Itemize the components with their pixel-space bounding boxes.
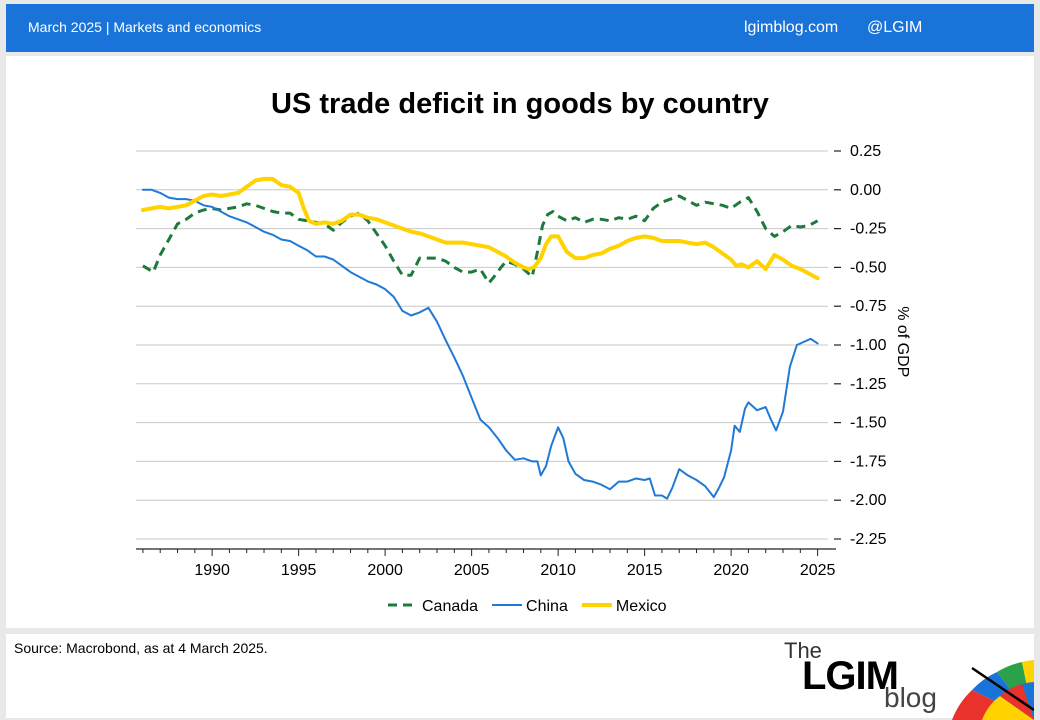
y-tick-label: -0.50 [850,259,887,276]
logo-blog-text: blog [884,682,937,713]
chart-panel: US trade deficit in goods by country 0.2… [6,56,1034,628]
series-line-china [141,188,819,500]
x-tick-label: 2000 [367,562,403,579]
y-tick-label: -0.25 [850,221,887,238]
y-tick-label: 0.00 [850,182,881,199]
y-tick-label: -2.25 [850,531,887,548]
logo-lgim-text: LGIM [802,654,899,698]
x-tick-label: 2025 [800,562,836,579]
header-date-section: March 2025 | Markets and economics [28,19,262,35]
series-line-mexico [140,176,820,281]
y-tick-label: -1.50 [850,415,887,432]
x-tick-label: 2020 [713,562,749,579]
x-tick-label: 2005 [454,562,490,579]
y-tick-label: -1.00 [850,337,887,354]
series-line-canada [142,194,819,285]
chart-title: US trade deficit in goods by country [271,88,769,120]
y-tick-label: 0.25 [850,143,881,160]
header-bar: March 2025 | Markets and economics lgimb… [6,4,1034,52]
y-tick-label: -0.75 [850,298,887,315]
logo-the-text: The [784,638,822,663]
lgim-blog-logo: The LGIM blog [776,636,1034,720]
line-chart: 0.25 0.00 -0.25 -0.50 -0.75 -1.00 -1.25 -1.50 -1… [136,143,911,615]
footer: Source: Macrobond, as at 4 March 2025. T… [6,634,1034,720]
x-tick-label: 2010 [540,562,576,579]
x-tick-label: 1995 [281,562,317,579]
legend-label-mexico: Mexico [616,598,667,615]
source-note: Source: Macrobond, as at 4 March 2025. [14,640,268,656]
legend-label-china: China [526,598,568,615]
twitter-handle-link[interactable]: @LGIM [867,19,923,36]
x-tick-label: 2015 [627,562,663,579]
y-tick-label: -1.75 [850,453,887,470]
legend-label-canada: Canada [422,598,478,615]
y-tick-label: -1.25 [850,376,887,393]
y-axis-title: % of GDP [894,306,911,377]
site-link[interactable]: lgimblog.com [744,19,839,36]
umbrella-icon [952,660,1034,720]
x-tick-label: 1990 [194,562,230,579]
y-tick-label: -2.00 [850,492,887,509]
